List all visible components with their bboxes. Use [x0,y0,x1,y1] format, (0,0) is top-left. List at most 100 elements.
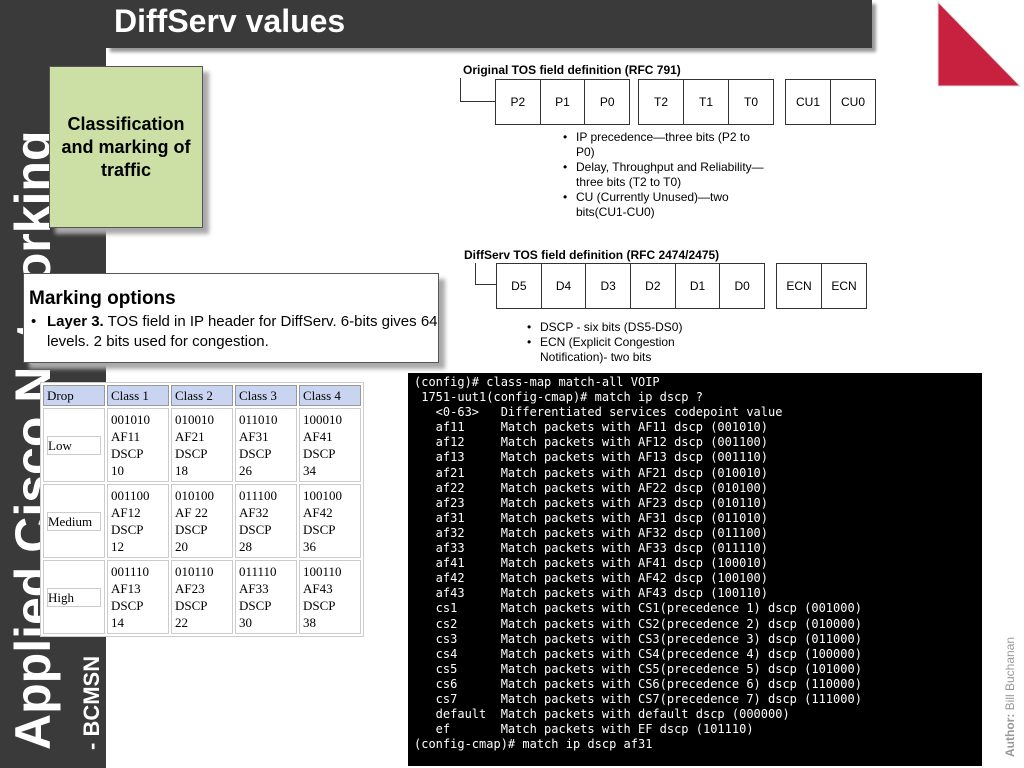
classification-text: Classification and marking of traffic [61,114,191,180]
cell-line: 100110 [303,564,342,579]
original-tos-unused-bits: CU1 CU0 [785,79,876,125]
terminal-line: af13 Match packets with AF13 dscp (00111… [414,450,769,465]
bit-cell: D2 [631,264,676,308]
terminal-line: af23 Match packets with AF23 dscp (01011… [414,495,769,510]
cell-line: AF23 [175,581,205,596]
cell-line: 011100 [239,488,278,503]
cell-line: 18 [175,463,188,478]
terminal-line: af41 Match packets with AF41 dscp (10001… [414,556,769,571]
marking-bullet-bold: Layer 3. [47,313,104,330]
row-label: Medium [47,511,101,531]
corner-triangle-icon [937,0,1022,87]
table-cell: 011010 AF31 DSCP 26 [235,408,297,482]
cell-line: DSCP [175,522,208,537]
bit-cell: T1 [684,80,729,124]
bullet-icon: • [31,313,37,330]
list-item: • DSCP - six bits (DS5-DS0) [527,320,683,334]
table-cell: 010110 AF23 DSCP 22 [171,560,233,634]
cell-line: 010010 [175,412,214,427]
terminal-line: cs1 Match packets with CS1(precedence 1)… [414,601,862,616]
diffserv-tos-title: DiffServ TOS field definition (RFC 2474/… [464,248,720,262]
terminal-line: cs6 Match packets with CS6(precedence 6)… [414,676,862,691]
list-item: • IP precedence—three bits (P2 to P0) [563,130,750,159]
terminal-text: (config)# class-map match-all VOIP 1751-… [408,373,982,752]
table-header-cell: Class 4 [299,385,361,406]
cell-line: 001010 [111,412,150,427]
row-label-cell: Low [43,408,105,482]
table-cell: 001100 AF12 DSCP 12 [107,484,169,558]
bit-cell: ECN [777,264,822,308]
cell-line: 26 [239,463,252,478]
cell-line: AF13 [111,581,141,596]
original-tos-bullets: • IP precedence—three bits (P2 to P0) • De… [560,130,765,220]
bit-cell: D0 [734,279,750,293]
cell-line: 100100 [303,488,342,503]
terminal-line: cs7 Match packets with CS7(precedence 7)… [414,691,862,706]
drop-precedence-table: Drop Class 1 Class 2 Class 3 Class 4 Low… [40,382,364,637]
marking-options-box: Marking options • Layer 3. TOS field in … [23,273,439,363]
terminal-line: cs2 Match packets with CS2(precedence 2)… [414,616,862,631]
author-name: Bill Buchanan [1003,636,1017,711]
table-header-row: Drop Class 1 Class 2 Class 3 Class 4 [43,385,361,406]
bit-cell: CU1 [786,80,831,124]
bit-cell: D4 [542,264,587,308]
bit-cell: CU0 [840,95,865,109]
table-cell: 100110 AF43 DSCP 38 [299,560,361,634]
cell-line: 10 [111,463,124,478]
cell-line: AF42 [303,505,333,520]
table-cell: 001010 AF11 DSCP 10 [107,408,169,482]
cell-line: DSCP [239,446,272,461]
terminal-output: (config)# class-map match-all VOIP 1751-… [408,373,982,766]
cell-line: AF11 [111,429,141,444]
cell-line: 12 [111,539,124,554]
terminal-line: af12 Match packets with AF12 dscp (00110… [414,435,769,450]
list-item: • Delay, Throughput and Reliability—three… [563,160,764,189]
table-cell: 010010 AF21 DSCP 18 [171,408,233,482]
terminal-line: af31 Match packets with AF31 dscp (01101… [414,510,769,525]
row-label-cell: High [43,560,105,634]
cell-line: 011110 [239,564,277,579]
cell-line: 36 [303,539,316,554]
original-tos-precedence-bits: P2 P1 P0 [495,79,630,125]
terminal-line: af22 Match packets with AF22 dscp (01010… [414,480,769,495]
cell-line: 20 [175,539,188,554]
cell-line: 28 [239,539,252,554]
cell-line: DSCP [303,522,336,537]
terminal-line: (config-cmap)# match ip dscp af31 [414,737,653,752]
bit-cell: P1 [541,80,586,124]
bit-cell: D3 [586,264,632,308]
terminal-line: cs4 Match packets with CS4(precedence 4)… [414,646,862,661]
cell-line: AF21 [175,429,205,444]
cell-line: DSCP [175,598,208,613]
table-cell: 100010 AF41 DSCP 34 [299,408,361,482]
original-tos-type-bits: T2 T1 T0 [638,79,774,125]
cell-line: AF33 [239,581,269,596]
cell-line: DSCP [239,522,272,537]
bit-cell: T0 [743,95,758,109]
diffserv-dscp-bits: D5 D4 D3 D2 D1 D0 [496,263,765,309]
cell-line: 14 [111,615,124,630]
bit-cell: T2 [639,80,684,124]
row-label: Low [47,435,101,455]
cell-line: DSCP [111,446,144,461]
cell-line: AF 22 [175,505,208,520]
marking-heading: Marking options [29,288,176,309]
terminal-line: 1751-uut1(config-cmap)# match ip dscp ? [414,390,703,405]
terminal-line: af33 Match packets with AF33 dscp (01111… [414,541,769,556]
bit-cell: P2 [496,80,541,124]
cell-line: DSCP [303,598,336,613]
diffserv-tos-bullets: • DSCP - six bits (DS5-DS0) • ECN (Explici… [524,320,714,365]
cell-line: 100010 [303,412,342,427]
title-bar: DiffServ values [106,0,872,48]
cell-line: 38 [303,615,316,630]
terminal-line: af42 Match packets with AF42 dscp (10010… [414,571,769,586]
author-label: Author: [1003,713,1017,757]
original-tos-bracket [460,78,496,102]
cell-line: AF31 [239,429,269,444]
table-cell: 011110 AF33 DSCP 30 [235,560,297,634]
cell-line: DSCP [175,446,208,461]
marking-bullet: • Layer 3. TOS field in IP header for Di… [29,312,447,352]
list-item: • CU (Currently Unused)—two bits(CU1-CU0) [563,190,729,219]
cell-line: AF43 [303,581,333,596]
marking-bullet-text: TOS field in IP header for DiffServ. 6-b… [47,313,438,350]
